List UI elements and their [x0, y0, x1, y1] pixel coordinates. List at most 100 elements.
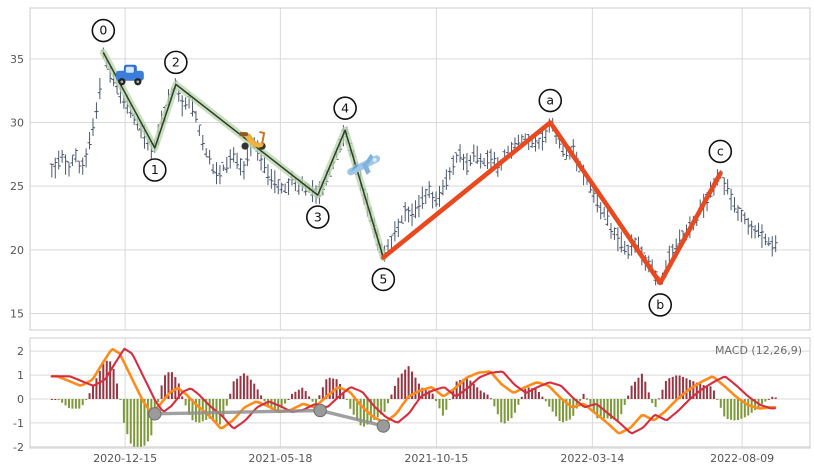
macd-histogram-bar [682, 376, 685, 399]
macd-histogram-bar [606, 398, 609, 419]
macd-histogram-bar [181, 396, 184, 399]
macd-histogram-bar [623, 398, 626, 405]
macd-histogram-bar [232, 381, 235, 399]
macd-histogram-bar [435, 398, 438, 402]
wave-label-text-3: 3 [314, 209, 322, 224]
macd-legend: MACD (12,26,9) [714, 344, 802, 357]
macd-histogram-bar [321, 387, 324, 399]
macd-histogram-bar [589, 398, 592, 406]
macd-histogram-bar [146, 398, 149, 442]
macd-histogram-bar [541, 396, 544, 399]
macd-histogram-bar [695, 382, 698, 399]
macd-histogram-bar [517, 398, 520, 405]
car-icon [115, 64, 144, 86]
wave-label-text-0: 0 [99, 23, 107, 38]
macd-histogram-bar [448, 398, 451, 400]
macd-histogram-bar [640, 373, 643, 399]
macd-histogram-bar [380, 398, 383, 415]
macd-histogram-bar [431, 393, 434, 399]
macd-histogram-bar [678, 375, 681, 399]
macd-histogram-bar [308, 396, 311, 399]
x-tick-label: 2021-10-15 [404, 452, 468, 465]
macd-histogram-bar [280, 398, 283, 409]
macd-histogram-bar [472, 383, 475, 399]
macd-histogram-bar [54, 398, 57, 400]
wave-label-circle-2 [164, 50, 188, 75]
macd-histogram-bar [527, 387, 530, 399]
macd-histogram-bar [383, 398, 386, 412]
macd-histogram-bar [441, 398, 444, 416]
macd-histogram-bar [342, 392, 345, 399]
macd-histogram-bar [376, 398, 379, 418]
macd-histogram-bar [78, 398, 81, 409]
macd-histogram-bar [455, 381, 458, 399]
macd-histogram-bar [716, 398, 719, 400]
macd-histogram-bar [393, 385, 396, 399]
macd-histogram-bar [208, 398, 211, 419]
macd-histogram-bar [764, 398, 767, 402]
wave-label-text-1: 1 [151, 162, 159, 177]
macd-histogram-bar [184, 398, 187, 406]
impulse-wave-glow [99, 49, 387, 261]
macd-histogram-bar [706, 385, 709, 399]
macd-histogram-bar [771, 396, 774, 399]
macd-histogram-bar [658, 398, 661, 400]
macd-histogram-bar [297, 389, 300, 399]
airplane-icon [347, 153, 381, 176]
macd-histogram-bar [287, 398, 290, 400]
macd-histogram-bar [188, 398, 191, 415]
impulse-wave-line [102, 52, 385, 258]
macd-histogram-bar [644, 381, 647, 399]
macd-histogram-bar [537, 391, 540, 399]
wave-label-circle-5 [371, 267, 396, 292]
macd-histogram-bar [510, 398, 513, 419]
price-ytick-label: 15 [10, 307, 24, 320]
macd-histogram-bar [579, 398, 582, 402]
macd-histogram-bar [754, 398, 757, 411]
macd-histogram-bar [493, 398, 496, 407]
macd-histogram-bar [167, 372, 170, 399]
wave-label-circle-c [708, 139, 733, 164]
macd-histogram-bar [109, 361, 112, 399]
macd-histogram-bar [685, 378, 688, 399]
macd-histogram-bar [98, 370, 101, 399]
macd-histogram-bar [634, 381, 637, 399]
macd-histogram-bar [160, 385, 163, 399]
macd-histogram-bar [483, 392, 486, 399]
macd-histogram-bar [311, 398, 314, 402]
divergence-dot [313, 403, 327, 418]
macd-histogram-bar [126, 398, 129, 435]
macd-histogram-bar [414, 377, 417, 399]
macd-histogram-bar [345, 398, 348, 401]
macd-histogram-bar [568, 398, 571, 420]
macd-histogram-bar [548, 398, 551, 407]
macd-panel-frame [29, 337, 811, 449]
macd-histogram-bar [116, 383, 119, 399]
macd-histogram-bar [613, 398, 616, 420]
macd-histogram-bar [747, 398, 750, 416]
macd-histogram-bar [407, 366, 410, 399]
macd-histogram-bar [239, 376, 242, 399]
macd-histogram-bar [369, 398, 372, 423]
divergence-dot [376, 419, 391, 433]
macd-histogram-bar [616, 398, 619, 421]
macd-histogram-bar [610, 398, 613, 420]
macd-histogram-bar [363, 398, 366, 427]
macd-histogram-bar [637, 377, 640, 399]
macd-ytick-label: 2 [17, 345, 24, 358]
macd-histogram-bar [654, 398, 657, 408]
macd-histogram-bar [702, 384, 705, 399]
macd-histogram-bar [328, 377, 331, 399]
macd-histogram-bar [760, 398, 763, 405]
macd-histogram-bar [730, 398, 733, 420]
macd-histogram-bar [249, 379, 252, 399]
macd-ytick-label: 1 [17, 369, 24, 382]
macd-histogram-bar [428, 390, 431, 399]
macd-ytick-label: -2 [13, 441, 24, 454]
wave-label-text-a: a [546, 93, 554, 108]
macd-histogram-bar [469, 380, 472, 399]
macd-histogram-bar [140, 398, 143, 447]
macd-histogram-bar [242, 373, 245, 399]
macd-histogram-bar [671, 376, 674, 399]
